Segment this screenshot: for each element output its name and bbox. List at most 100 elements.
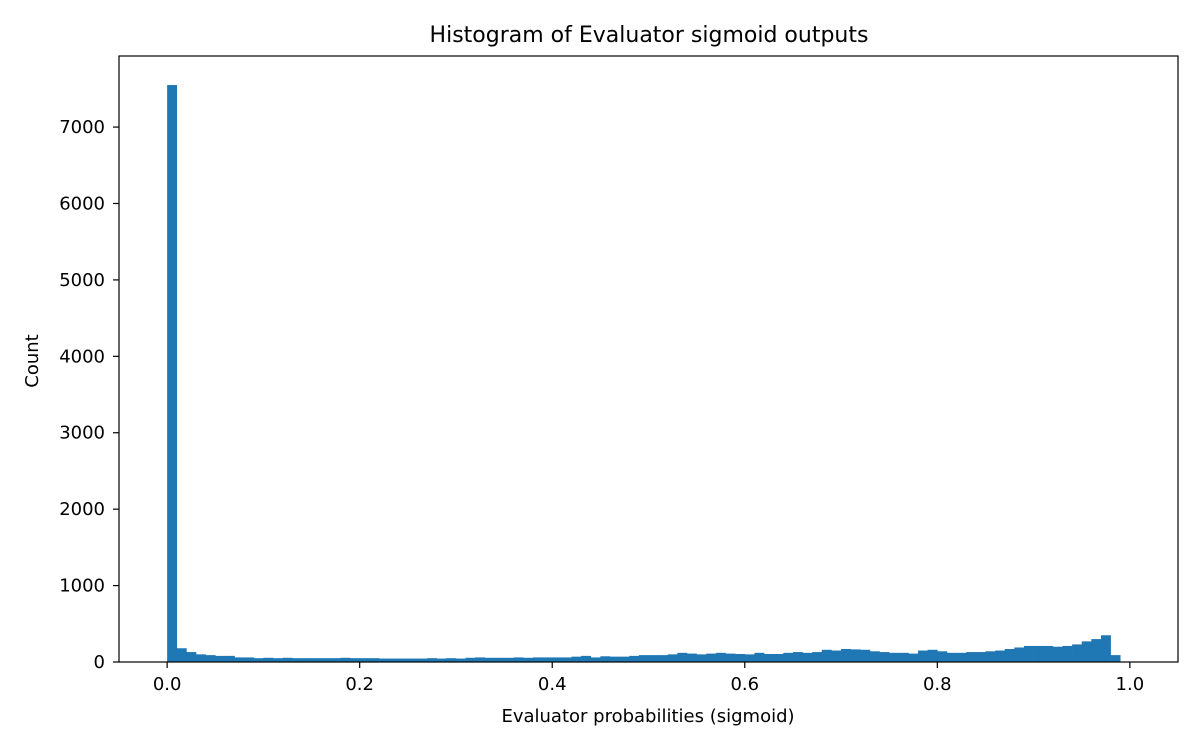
x-tick-label: 0.8 <box>923 674 952 695</box>
histogram-bar <box>253 658 264 662</box>
histogram-bar <box>667 654 678 662</box>
histogram-bar <box>455 658 466 662</box>
histogram-bar <box>273 658 283 662</box>
histogram-bar <box>908 653 919 662</box>
histogram-bar <box>330 658 341 662</box>
histogram-bar <box>754 652 765 662</box>
histogram-bar <box>802 652 813 662</box>
histogram-bar <box>1062 645 1073 662</box>
histogram-bar <box>783 652 794 662</box>
histogram-bar <box>744 654 755 662</box>
histogram-bar <box>1091 639 1102 662</box>
histogram-bar <box>918 650 928 662</box>
histogram-bar <box>407 658 418 662</box>
histogram-bar <box>773 653 784 662</box>
histogram-bar <box>234 657 245 662</box>
histogram-bar <box>282 657 293 662</box>
histogram-bar <box>494 657 505 662</box>
y-tick-label: 6000 <box>59 193 105 214</box>
histogram-bar <box>821 649 832 662</box>
x-tick-label: 0.6 <box>730 674 759 695</box>
y-tick-label: 3000 <box>59 423 105 444</box>
y-tick-label: 5000 <box>59 270 105 291</box>
y-axis-label: Count <box>22 334 43 387</box>
y-tick-label: 2000 <box>59 499 105 520</box>
x-axis: 0.0 0.2 0.4 0.6 0.8 1.0 <box>153 662 1144 695</box>
y-tick-label: 0 <box>94 652 105 673</box>
histogram-bar <box>629 655 640 662</box>
histogram-bar <box>436 658 447 662</box>
histogram-bar <box>831 650 842 662</box>
histogram-bar <box>1033 645 1044 662</box>
histogram-bar <box>1004 649 1015 662</box>
histogram-bar <box>985 651 996 662</box>
histogram-bar <box>648 655 659 662</box>
plot-frame <box>118 55 1179 663</box>
histogram-bar <box>504 657 515 662</box>
y-tick-label: 4000 <box>59 346 105 367</box>
histogram-bar <box>388 658 399 662</box>
y-tick-label: 7000 <box>59 117 105 138</box>
histogram-bar <box>581 655 592 662</box>
histogram-bar <box>369 658 380 662</box>
histogram-bar <box>792 652 803 662</box>
histogram-bar <box>889 652 900 662</box>
histogram-bar <box>764 653 774 662</box>
histogram-bar <box>715 652 726 662</box>
histogram-bar <box>1081 641 1092 662</box>
histogram-bar <box>1014 647 1025 662</box>
histogram-bar <box>244 657 255 662</box>
histogram-bar <box>340 657 351 662</box>
histogram-bar <box>812 652 823 662</box>
histogram-bar <box>176 648 187 662</box>
histogram-bar <box>398 658 409 662</box>
histogram-bar <box>1052 646 1063 662</box>
histogram-bar <box>995 650 1006 662</box>
histogram-bar <box>205 655 216 662</box>
histogram-bar <box>465 657 476 662</box>
histogram-bar <box>321 658 332 662</box>
histogram-bar <box>735 653 746 662</box>
histogram-bar <box>725 653 736 662</box>
histogram-bar <box>350 658 360 662</box>
histogram-bar <box>378 658 389 662</box>
x-tick-label: 1.0 <box>1116 674 1145 695</box>
histogram-bar <box>975 652 986 662</box>
histogram-bar <box>167 85 178 663</box>
x-tick-label: 0.0 <box>153 674 182 695</box>
histogram-bar <box>609 656 620 662</box>
histogram-bar <box>532 657 543 662</box>
histogram-bar <box>359 658 370 662</box>
histogram-bar <box>571 656 582 662</box>
histogram-bar <box>196 654 206 662</box>
histogram-bar <box>523 657 534 662</box>
histogram-bar <box>1110 655 1121 662</box>
histogram-bar <box>427 658 437 662</box>
histogram-bar <box>619 656 630 662</box>
histogram-bar <box>1100 635 1111 662</box>
histogram-bar <box>879 652 890 662</box>
chart-title: Histogram of Evaluator sigmoid outputs <box>430 23 869 48</box>
histogram-bar <box>224 655 235 662</box>
histogram-bar <box>263 657 274 662</box>
x-tick-label: 0.4 <box>538 674 567 695</box>
histogram-bar <box>638 655 649 662</box>
histogram-bar <box>966 652 977 662</box>
histogram-bar <box>561 657 572 662</box>
histogram-bar <box>658 655 669 662</box>
histogram-bar <box>869 651 880 662</box>
histogram-bar <box>513 657 524 662</box>
y-tick-label: 1000 <box>59 576 105 597</box>
histogram-bar <box>956 652 967 662</box>
histogram-bar <box>927 649 938 662</box>
histogram-bar <box>1043 645 1054 662</box>
histogram-bar <box>484 657 495 662</box>
histogram-bar <box>186 652 197 662</box>
histogram-bar <box>850 649 861 662</box>
histogram-bar <box>301 658 312 662</box>
histogram-bar <box>311 658 322 662</box>
histogram-bar <box>706 653 717 662</box>
histogram-bar <box>841 649 851 662</box>
histogram-bar <box>677 652 688 662</box>
